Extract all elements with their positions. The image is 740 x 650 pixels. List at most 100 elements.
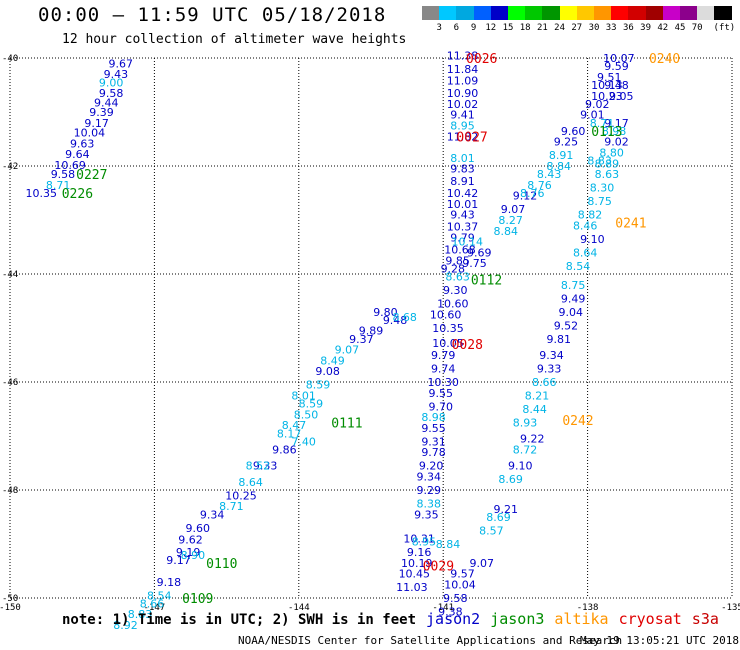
wave-height-label: 8.47	[282, 419, 307, 432]
wave-height-label: 10.69	[54, 159, 86, 172]
color-scale-swatch	[611, 6, 629, 20]
pass-number-label: 0112	[471, 273, 502, 288]
color-scale-swatch	[473, 6, 491, 20]
x-tick-label: -135	[721, 603, 740, 613]
wave-height-label: 10.04	[444, 579, 476, 592]
wave-height-label: 8.91	[549, 149, 574, 162]
note-text: note: 1) Time is in UTC; 2) SWH is in fe…	[62, 612, 417, 628]
wave-height-label: 9.20	[419, 460, 444, 473]
footer-date: May 19 13:05:21 UTC 2018	[580, 634, 739, 647]
wave-height-label: 8.30	[590, 182, 615, 195]
wave-height-label: 8.59	[299, 398, 324, 411]
color-scale-swatch	[594, 6, 612, 20]
y-tick-label: -46	[2, 378, 18, 388]
wave-height-label: 9.63	[70, 137, 95, 150]
pass-number-label: 0109	[182, 592, 213, 607]
wave-height-label: 10.07	[603, 52, 635, 65]
pass-number-label: 0026	[466, 52, 497, 67]
wave-height-label: 8.76	[527, 179, 552, 192]
wave-height-label: 9.79	[450, 231, 475, 244]
satellite-legend-item: jason2	[426, 610, 481, 628]
satellite-legend-item: cryosat	[618, 610, 682, 628]
wave-height-label: 10.60	[430, 309, 462, 322]
wave-height-label: 8.84	[494, 225, 519, 238]
wave-height-label: 8.50	[294, 408, 319, 421]
chart-subtitle: 12 hour collection of altimeter wave hei…	[62, 32, 407, 47]
wave-height-label: 9.17	[84, 117, 109, 130]
color-scale-label: 21	[536, 23, 548, 33]
wave-height-label: 9.34	[539, 349, 564, 362]
x-tick-label: -138	[577, 603, 599, 613]
color-scale-label: 30	[588, 23, 600, 33]
color-scale-swatch	[490, 6, 508, 20]
wave-height-label: 10.04	[74, 127, 106, 140]
wave-height-label: 11.09	[447, 75, 479, 88]
wave-height-label: 8.90	[181, 549, 206, 562]
pass-number-label: 0242	[562, 414, 593, 429]
wave-height-label: 9.10	[580, 233, 605, 246]
wave-height-label: 9.62	[178, 534, 203, 547]
wave-height-label: 9.86	[272, 444, 297, 457]
wave-height-label: 9.48	[604, 79, 629, 92]
wave-height-label: 10.37	[447, 220, 479, 233]
wave-height-label: 9.04	[559, 306, 584, 319]
wave-height-label: 9.43	[104, 68, 129, 81]
wave-height-label: 8.89	[595, 157, 620, 170]
color-scale-swatch	[439, 6, 457, 20]
wave-height-label: 9.74	[431, 363, 456, 376]
wave-height-label: 10.23	[591, 90, 623, 103]
color-scale-label: 36	[622, 23, 634, 33]
color-scale-label: 9	[470, 23, 477, 33]
wave-height-label: 10.19	[401, 557, 433, 570]
color-scale-label: 45	[674, 23, 686, 33]
wave-height-label: 8.98	[602, 125, 627, 138]
wave-height-label: 9.21	[494, 503, 519, 516]
wave-height-label: 8.64	[238, 476, 263, 489]
satellite-legend: jason2 jason3 altika cryosat s3a	[416, 610, 719, 628]
wave-height-label: 8.49	[320, 354, 345, 367]
wave-height-label: 10.30	[427, 376, 459, 389]
wave-height-label: 10.02	[447, 98, 479, 111]
wave-height-label: 8.63	[445, 271, 470, 284]
wave-height-label: 10.13	[591, 79, 623, 92]
wave-height-label: 9.43	[450, 209, 475, 222]
wave-height-label: 8.83	[128, 608, 153, 621]
wave-height-label: 10.68	[444, 244, 476, 257]
wave-height-label: 9.07	[501, 203, 526, 216]
footer-credit: NOAA/NESDIS Center for Satellite Applica…	[238, 634, 623, 647]
satellite-legend-item: s3a	[691, 610, 719, 628]
color-scale-label: 24	[554, 23, 566, 33]
chart-title: 00:00 – 11:59 UTC 05/18/2018	[38, 4, 387, 26]
wave-height-label: 8.44	[522, 403, 547, 416]
wave-height-label: 9.12	[513, 190, 538, 203]
wave-height-label: 9.58	[443, 592, 468, 605]
wave-height-label: 9.55	[421, 422, 446, 435]
wave-height-label: 8.76	[520, 187, 545, 200]
satellite-legend-item: altika	[554, 610, 609, 628]
wave-height-label: 9.25	[554, 136, 579, 149]
wave-height-label: 9.37	[349, 333, 374, 346]
wave-height-label: 9.60	[185, 522, 210, 535]
wave-height-label: 8.95	[412, 535, 437, 548]
wave-height-label: 9.79	[431, 349, 456, 362]
y-tick-label: -40	[2, 54, 18, 64]
color-scale-swatch	[542, 6, 560, 20]
wave-height-label: 9.35	[414, 508, 439, 521]
wave-height-label: 9.48	[383, 314, 408, 327]
y-tick-label: -42	[2, 162, 18, 172]
wave-height-label: 8.46	[573, 219, 598, 232]
wave-height-label: 10.60	[437, 298, 469, 311]
wave-height-label: 8.54	[566, 260, 591, 273]
wave-height-label: 8.84	[546, 160, 571, 173]
wave-height-label: 8.83	[587, 155, 612, 168]
wave-height-label: 8.64	[573, 246, 598, 259]
color-scale-swatch	[508, 6, 526, 20]
wave-height-label: 9.17	[166, 554, 191, 567]
color-scale-label: 15	[502, 23, 514, 33]
color-scale-swatch	[628, 6, 646, 20]
color-scale-label: 3	[436, 23, 442, 33]
wave-height-label: 11.38	[447, 49, 479, 62]
wave-height-label: 9.55	[429, 387, 454, 400]
wave-height-label: 8.01	[450, 152, 475, 165]
